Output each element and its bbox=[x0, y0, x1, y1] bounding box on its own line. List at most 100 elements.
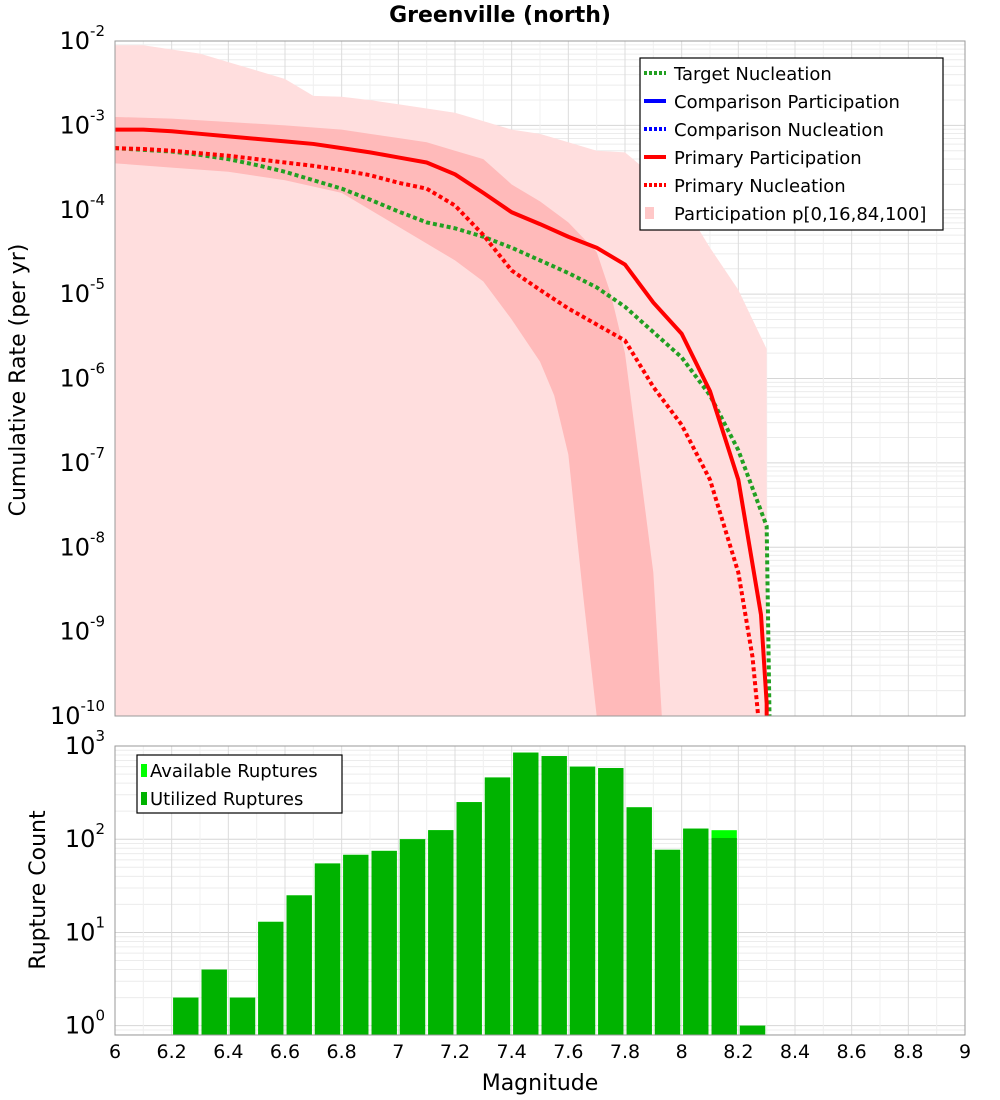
legend-swatch bbox=[141, 792, 147, 805]
y-tick-label: 10-6 bbox=[59, 360, 105, 393]
legend-label: Target Nucleation bbox=[673, 64, 832, 85]
bar bbox=[654, 849, 681, 1035]
bar bbox=[541, 756, 567, 1035]
bar bbox=[201, 969, 227, 1035]
bar bbox=[626, 807, 652, 1035]
legend-label: Available Ruptures bbox=[150, 761, 318, 782]
bar bbox=[569, 766, 596, 1035]
y-tick-base: 10 bbox=[59, 618, 90, 646]
y-tick-label: 10-3 bbox=[59, 106, 105, 139]
y-tick-label: 103 bbox=[65, 727, 105, 760]
top-y-ticks: 10-210-310-410-510-610-710-810-910-10 bbox=[50, 22, 105, 730]
x-tick-label: 7.4 bbox=[497, 1041, 527, 1063]
y-tick-exponent: -3 bbox=[90, 106, 105, 124]
bar bbox=[739, 1025, 766, 1035]
legend-label: Primary Nucleation bbox=[674, 176, 846, 197]
legend-swatch bbox=[645, 207, 654, 219]
top-plot-series bbox=[114, 127, 772, 717]
x-tick-label: 8.4 bbox=[780, 1041, 810, 1063]
series-line bbox=[115, 127, 769, 716]
y-tick-exponent: 3 bbox=[95, 727, 105, 745]
top-y-axis-label: Cumulative Rate (per yr) bbox=[6, 244, 31, 517]
x-tick-label: 7.2 bbox=[440, 1041, 470, 1063]
x-tick-label: 6.8 bbox=[327, 1041, 357, 1063]
y-tick-base: 10 bbox=[59, 449, 90, 477]
x-tick-label: 9 bbox=[959, 1041, 971, 1063]
x-tick-label: 8.6 bbox=[837, 1041, 867, 1063]
x-tick-label: 8 bbox=[676, 1041, 688, 1063]
x-tick-label: 7 bbox=[392, 1041, 404, 1063]
y-tick-base: 10 bbox=[65, 732, 96, 760]
y-tick-label: 101 bbox=[65, 913, 105, 946]
legend-label: Comparison Participation bbox=[674, 92, 900, 113]
y-tick-base: 10 bbox=[59, 111, 90, 139]
y-tick-label: 10-2 bbox=[59, 22, 105, 55]
bottom-legend: Available Ruptures Utilized Ruptures bbox=[136, 754, 343, 814]
bar bbox=[711, 838, 737, 1035]
y-tick-exponent: -5 bbox=[90, 275, 105, 293]
top-legend: Target Nucleation Comparison Participatio… bbox=[639, 57, 944, 231]
legend-label: Comparison Nucleation bbox=[674, 120, 884, 141]
y-tick-exponent: -7 bbox=[90, 444, 105, 462]
bar bbox=[456, 802, 482, 1035]
y-tick-label: 10-9 bbox=[59, 613, 105, 646]
bar bbox=[229, 997, 256, 1035]
bar bbox=[343, 854, 369, 1035]
band-inner bbox=[115, 116, 662, 716]
legend-label: Participation p[0,16,84,100] bbox=[674, 204, 926, 225]
y-tick-exponent: -10 bbox=[81, 697, 106, 715]
x-tick-label: 8.2 bbox=[723, 1041, 753, 1063]
series-line bbox=[114, 146, 761, 717]
top-plot-bands bbox=[115, 45, 767, 716]
y-tick-base: 10 bbox=[59, 27, 90, 55]
bar bbox=[286, 895, 312, 1035]
y-tick-label: 102 bbox=[65, 820, 105, 853]
bottom-y-axis-label: Rupture Count bbox=[26, 810, 51, 970]
x-tick-label: 8.8 bbox=[893, 1041, 923, 1063]
y-tick-label: 10-4 bbox=[59, 191, 105, 224]
bar bbox=[173, 997, 199, 1035]
y-tick-exponent: -2 bbox=[90, 22, 105, 40]
x-tick-label: 6.2 bbox=[157, 1041, 187, 1063]
bar bbox=[484, 777, 511, 1035]
y-tick-base: 10 bbox=[59, 533, 90, 561]
bar bbox=[314, 863, 341, 1035]
top-plot-frame bbox=[114, 40, 966, 717]
bottom-plot-frame bbox=[114, 745, 966, 1036]
bottom-plot-grid bbox=[114, 746, 966, 1036]
y-tick-base: 10 bbox=[59, 280, 90, 308]
x-tick-label: 7.8 bbox=[610, 1041, 640, 1063]
y-tick-base: 10 bbox=[65, 918, 96, 946]
legend-label: Utilized Ruptures bbox=[150, 789, 303, 810]
chart-title: Greenville (north) bbox=[389, 3, 611, 28]
y-tick-base: 10 bbox=[50, 702, 81, 730]
y-tick-label: 10-8 bbox=[59, 528, 105, 561]
x-tick-label: 6 bbox=[109, 1041, 121, 1063]
x-axis-label: Magnitude bbox=[482, 1071, 599, 1096]
legend-label: Primary Participation bbox=[674, 148, 862, 169]
x-tick-label: 6.6 bbox=[270, 1041, 300, 1063]
y-tick-exponent: 2 bbox=[95, 820, 105, 838]
bar bbox=[513, 752, 539, 1035]
bar bbox=[371, 850, 397, 1035]
bottom-plot-bars bbox=[173, 752, 766, 1035]
bottom-x-ticks: 6 6.2 6.4 6.6 6.8 7 7.2 7.4 7.6 7.8 8 8.2 8.4 8.6 8.8 9 bbox=[109, 1041, 971, 1063]
y-tick-exponent: 1 bbox=[95, 913, 105, 931]
y-tick-label: 10-7 bbox=[59, 444, 105, 477]
bar bbox=[258, 921, 284, 1035]
x-tick-label: 6.4 bbox=[213, 1041, 243, 1063]
y-tick-base: 10 bbox=[65, 825, 96, 853]
y-tick-exponent: -6 bbox=[90, 360, 105, 378]
bottom-legend-box bbox=[136, 754, 343, 814]
y-tick-base: 10 bbox=[59, 365, 90, 393]
x-tick-label: 7.6 bbox=[553, 1041, 583, 1063]
y-tick-label: 10-10 bbox=[50, 697, 105, 730]
bar bbox=[598, 768, 624, 1035]
y-tick-exponent: -9 bbox=[90, 613, 105, 631]
y-tick-label: 10-5 bbox=[59, 275, 105, 308]
y-tick-exponent: -8 bbox=[90, 528, 105, 546]
y-tick-exponent: 0 bbox=[95, 1007, 105, 1025]
bar bbox=[428, 830, 454, 1035]
